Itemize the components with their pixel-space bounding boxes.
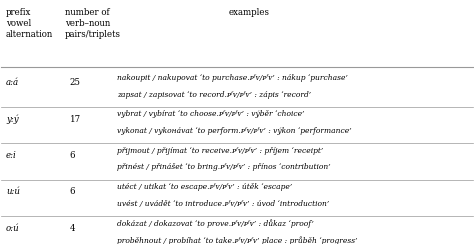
Text: examples: examples bbox=[228, 8, 269, 17]
Text: nakoupit / nakupovat ‘to purchase.ᴘᶠᴠ/ᴘᶠᴠ’ : nákup ‘purchase’: nakoupit / nakupovat ‘to purchase.ᴘᶠᴠ/ᴘᶠ… bbox=[117, 74, 348, 82]
Text: y:ý: y:ý bbox=[6, 114, 19, 124]
Text: zapsat / zapisovat ‘to record.ᴘᶠᴠ/ᴘᶠᴠ’ : zápis ‘record’: zapsat / zapisovat ‘to record.ᴘᶠᴠ/ᴘᶠᴠ’ :… bbox=[117, 91, 311, 99]
Text: 6: 6 bbox=[70, 187, 75, 196]
Text: prefix
vowel
alternation: prefix vowel alternation bbox=[6, 8, 54, 39]
Text: vybrat / vybírat ‘to choose.ᴘᶠᴠ/ᴘᶠᴠ’ : výběr ‘choice’: vybrat / vybírat ‘to choose.ᴘᶠᴠ/ᴘᶠᴠ’ : v… bbox=[117, 111, 304, 118]
Text: dokázat / dokazovat ‘to prove.ᴘᶠᴠ/ᴘᶠᴠ’ : důkaz ‘proof’: dokázat / dokazovat ‘to prove.ᴘᶠᴠ/ᴘᶠᴠ’ :… bbox=[117, 219, 314, 228]
Text: e:i: e:i bbox=[6, 151, 17, 160]
Text: proběhnout / probíhat ‘to take.ᴘᶠᴠ/ᴘᶠᴠ’ place : průběh ‘progress’: proběhnout / probíhat ‘to take.ᴘᶠᴠ/ᴘᶠᴠ’ … bbox=[117, 236, 357, 244]
Text: 25: 25 bbox=[70, 78, 81, 87]
Text: o:ú: o:ú bbox=[6, 224, 20, 233]
Text: přijmout / přijímat ‘to receive.ᴘᶠᴠ/ᴘᶠᴠ’ : příjem ‘receipt’: přijmout / přijímat ‘to receive.ᴘᶠᴠ/ᴘᶠᴠ’… bbox=[117, 147, 323, 155]
Text: u:ú: u:ú bbox=[6, 187, 20, 196]
Text: 17: 17 bbox=[70, 115, 81, 124]
Text: 4: 4 bbox=[70, 224, 75, 233]
Text: uvést / uvádět ‘to introduce.ᴘᶠᴠ/ᴘᶠᴠ’ : úvod ‘introduction’: uvést / uvádět ‘to introduce.ᴘᶠᴠ/ᴘᶠᴠ’ : … bbox=[117, 200, 329, 208]
Text: a:á: a:á bbox=[6, 78, 19, 87]
Text: utéct / utikat ‘to escape.ᴘᶠᴠ/ᴘᶠᴠ’ : útěk ‘escape’: utéct / utikat ‘to escape.ᴘᶠᴠ/ᴘᶠᴠ’ : útě… bbox=[117, 183, 292, 191]
Text: 6: 6 bbox=[70, 151, 75, 160]
Text: vykonat / vykонávat ‘to perform.ᴘᶠᴠ/ᴘᶠᴠ’ : výkon ‘performance’: vykonat / vykонávat ‘to perform.ᴘᶠᴠ/ᴘᶠᴠ’… bbox=[117, 127, 351, 135]
Text: přinést / přinášet ‘to bring.ᴘᶠᴠ/ᴘᶠᴠ’ : přínos ‘contribution’: přinést / přinášet ‘to bring.ᴘᶠᴠ/ᴘᶠᴠ’ : … bbox=[117, 163, 330, 171]
Text: number of
verb–noun
pairs/triplets: number of verb–noun pairs/triplets bbox=[65, 8, 121, 39]
